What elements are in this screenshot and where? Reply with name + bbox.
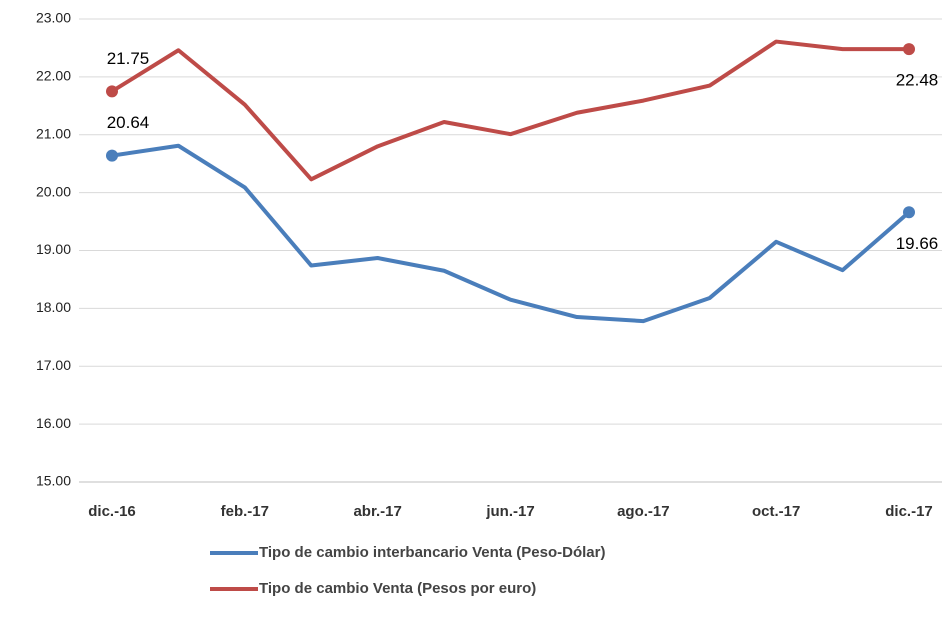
x-tick-label: oct.-17 (752, 503, 800, 520)
series-line (110, 39, 909, 182)
x-tick-label: dic.-16 (88, 503, 136, 520)
y-tick-label: 16.00 (36, 415, 71, 431)
x-tick-label: abr.-17 (353, 503, 401, 520)
x-tick-label: ago.-17 (617, 503, 670, 520)
x-tick-label: feb.-17 (221, 503, 269, 520)
point-marker (106, 85, 118, 98)
x-tick-label: dic.-17 (885, 503, 933, 520)
legend-label: Tipo de cambio interbancario Venta (Peso… (259, 544, 605, 561)
y-tick-label: 22.00 (36, 68, 71, 84)
data-label: 19.66 (896, 234, 939, 253)
point-marker (106, 149, 118, 162)
y-tick-label: 15.00 (36, 473, 71, 489)
y-tick-label: 21.00 (36, 125, 71, 141)
data-label: 20.64 (107, 113, 150, 132)
point-marker (903, 206, 915, 219)
series-line (111, 143, 911, 324)
data-label: 21.75 (107, 49, 150, 68)
x-tick-label: jun.-17 (485, 503, 534, 520)
y-tick-label: 18.00 (36, 299, 71, 315)
y-tick-label: 20.00 (36, 183, 71, 199)
point-marker (903, 43, 915, 56)
y-tick-label: 17.00 (36, 357, 71, 373)
y-tick-label: 19.00 (36, 241, 71, 257)
data-label: 22.48 (896, 71, 939, 90)
legend-label: Tipo de cambio Venta (Pesos por euro) (259, 580, 536, 597)
y-tick-label: 23.00 (36, 10, 71, 26)
